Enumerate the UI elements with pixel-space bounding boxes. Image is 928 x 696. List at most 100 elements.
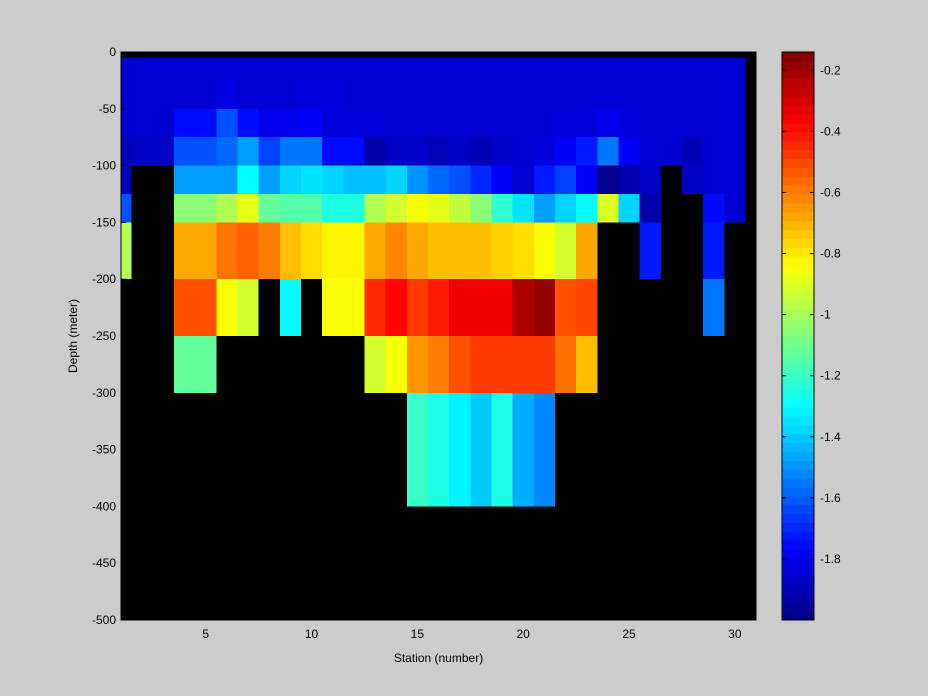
heatmap-cell xyxy=(195,222,217,280)
heatmap-cell xyxy=(364,57,386,81)
colorbar-segment xyxy=(782,211,814,222)
heatmap-cell xyxy=(121,194,132,223)
heatmap-cell xyxy=(121,108,132,138)
heatmap-cell xyxy=(406,336,428,393)
x-tick-label: 10 xyxy=(305,627,319,641)
colorbar-segment xyxy=(782,602,814,612)
heatmap-cell xyxy=(449,57,471,81)
heatmap-cell xyxy=(195,108,217,138)
colorbar-segment xyxy=(782,344,814,355)
heatmap-cell xyxy=(597,57,619,81)
heatmap-cell xyxy=(533,108,555,138)
heatmap-cell xyxy=(385,165,407,194)
heatmap-cell xyxy=(449,279,471,336)
colorbar-segment xyxy=(782,575,814,585)
colorbar-tick-label: -1.4 xyxy=(820,430,841,444)
colorbar-segment xyxy=(782,531,814,541)
heatmap-cell xyxy=(639,222,661,280)
heatmap-cell xyxy=(639,194,661,223)
heatmap-cell xyxy=(258,108,280,138)
colorbar-segment xyxy=(782,309,814,319)
heatmap-cell xyxy=(576,108,598,138)
heatmap-cell xyxy=(152,108,174,138)
plot-axes: 5 10 15 20 25 30 0 -50 -100 -150 -200 -250 -300 -350 -… xyxy=(92,45,757,641)
heatmap-cell xyxy=(491,108,513,138)
colorbar-segment xyxy=(782,140,814,151)
heatmap-cell xyxy=(470,392,492,507)
heatmap-cell xyxy=(152,57,174,81)
heatmap-cell xyxy=(533,165,555,194)
heatmap-cell xyxy=(237,279,259,336)
heatmap-cell xyxy=(406,80,428,109)
colorbar-segment xyxy=(782,149,814,159)
heatmap-cell xyxy=(491,279,513,336)
heatmap-cell xyxy=(703,80,725,109)
heatmap-cell xyxy=(279,194,301,223)
x-tick-label: 15 xyxy=(411,627,425,641)
heatmap-cell xyxy=(554,165,577,194)
heatmap-cell xyxy=(533,392,555,507)
heatmap-cell xyxy=(258,165,280,194)
heatmap-cell xyxy=(343,165,365,194)
heatmap-cell xyxy=(216,222,238,280)
heatmap-cell xyxy=(470,194,492,223)
heatmap-cell xyxy=(343,108,365,138)
heatmap-cell xyxy=(385,279,407,336)
heatmap-cell xyxy=(576,194,598,223)
heatmap-cell xyxy=(533,57,555,81)
heatmap-cell xyxy=(364,336,386,393)
heatmap-cell xyxy=(279,165,301,194)
heatmap-cell xyxy=(385,108,407,138)
heatmap-cell xyxy=(554,57,577,81)
heatmap-cell xyxy=(639,165,661,194)
colorbar: -0.2 -0.4 -0.6 -0.8 -1 -1.2 -1.4 -1.6 -1.8 xyxy=(781,51,841,621)
colorbar-segment xyxy=(782,513,814,523)
heatmap-cell xyxy=(512,336,534,393)
colorbar-segment xyxy=(782,460,814,470)
heatmap-cell xyxy=(131,80,153,109)
heatmap-cell xyxy=(554,137,577,166)
heatmap-cell xyxy=(121,137,132,166)
colorbar-segment xyxy=(782,327,814,337)
heatmap-cell xyxy=(618,137,640,166)
heatmap-cell xyxy=(121,57,132,81)
heatmap-cell xyxy=(449,336,471,393)
colorbar-tick-label: -1.8 xyxy=(820,552,841,566)
heatmap-cell xyxy=(195,80,217,109)
heatmap-cell xyxy=(703,137,725,166)
heatmap-cell xyxy=(681,108,704,138)
heatmap-cell xyxy=(173,108,196,138)
heatmap-cell xyxy=(406,108,428,138)
heatmap-cell xyxy=(576,336,598,393)
colorbar-segment xyxy=(782,504,814,514)
heatmap-cell xyxy=(427,336,450,393)
heatmap-cell xyxy=(491,165,513,194)
heatmap-cell xyxy=(406,57,428,81)
heatmap-cell xyxy=(258,137,280,166)
heatmap-cell xyxy=(258,194,280,223)
heatmap-cell xyxy=(554,279,577,336)
heatmap-cell xyxy=(385,137,407,166)
heatmap-cell xyxy=(703,279,725,336)
y-tick-label: -250 xyxy=(92,329,116,343)
heatmap-cell xyxy=(491,194,513,223)
colorbar-segment xyxy=(782,87,814,97)
heatmap-cell xyxy=(470,279,492,336)
heatmap-cell xyxy=(576,57,598,81)
heatmap-cell xyxy=(470,57,492,81)
heatmap-cell xyxy=(724,57,746,81)
colorbar-segment xyxy=(782,131,814,142)
heatmap-cell xyxy=(427,222,450,280)
colorbar-segment xyxy=(782,549,814,559)
heatmap-cell xyxy=(343,80,365,109)
heatmap-cell xyxy=(195,194,217,223)
heatmap-cell xyxy=(427,392,450,507)
heatmap-cell xyxy=(364,80,386,109)
heatmap-cell xyxy=(512,279,534,336)
colorbar-segment xyxy=(782,424,814,435)
heatmap-cell xyxy=(195,336,217,393)
colorbar-segment xyxy=(782,52,814,62)
colorbar-segment xyxy=(782,60,814,71)
heatmap-cell xyxy=(724,80,746,109)
heatmap-cell xyxy=(470,222,492,280)
